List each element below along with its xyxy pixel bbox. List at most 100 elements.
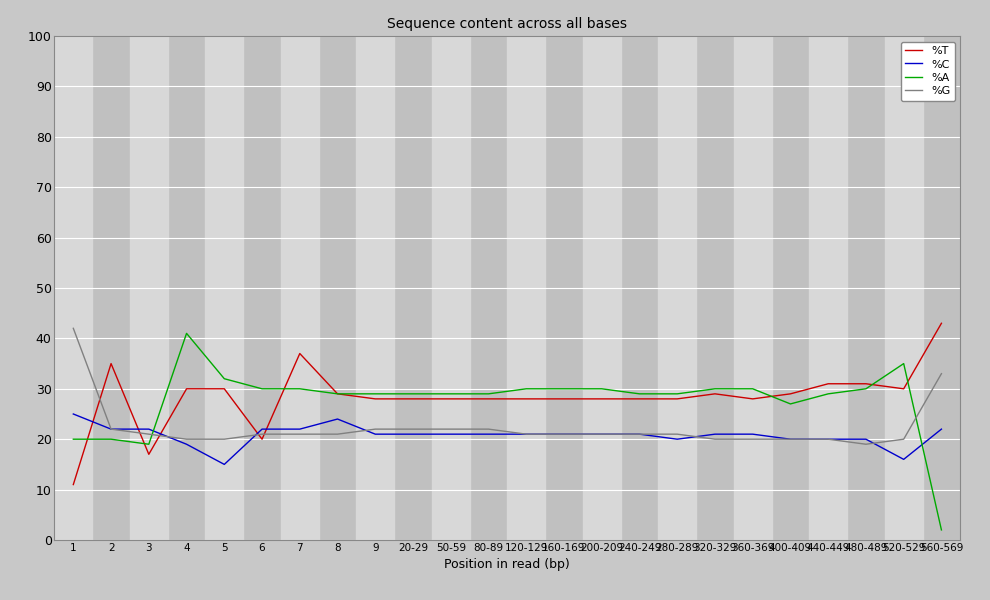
%T xyxy=(521,395,533,403)
Bar xyxy=(356,36,394,540)
%A xyxy=(482,390,494,397)
%A xyxy=(407,390,419,397)
%C xyxy=(898,456,910,463)
%C xyxy=(709,431,721,438)
%A xyxy=(823,390,835,397)
%T xyxy=(784,390,796,397)
%A xyxy=(521,385,533,392)
%T xyxy=(936,320,947,327)
%C xyxy=(860,436,872,443)
%T xyxy=(294,350,306,357)
%A xyxy=(558,385,570,392)
%G xyxy=(294,431,306,438)
%C xyxy=(294,425,306,433)
%G xyxy=(823,436,835,443)
%C xyxy=(332,415,344,422)
%T xyxy=(67,481,79,488)
Bar xyxy=(432,36,469,540)
%G xyxy=(105,425,117,433)
%G xyxy=(784,436,796,443)
Bar xyxy=(206,36,244,540)
%C xyxy=(143,425,154,433)
%C xyxy=(369,431,381,438)
%C xyxy=(671,436,683,443)
X-axis label: Position in read (bp): Position in read (bp) xyxy=(445,559,570,571)
%C xyxy=(67,410,79,418)
%C xyxy=(634,431,645,438)
%T xyxy=(634,395,645,403)
Bar xyxy=(583,36,621,540)
%C xyxy=(407,431,419,438)
%T xyxy=(332,390,344,397)
%T xyxy=(671,395,683,403)
%A xyxy=(860,385,872,392)
Bar xyxy=(54,36,92,540)
Line: %G: %G xyxy=(73,328,941,444)
%C xyxy=(596,431,608,438)
%T xyxy=(596,395,608,403)
%A xyxy=(369,390,381,397)
%G xyxy=(558,431,570,438)
Bar xyxy=(809,36,847,540)
%C xyxy=(936,425,947,433)
Bar xyxy=(734,36,771,540)
%T xyxy=(709,390,721,397)
%C xyxy=(784,436,796,443)
%A xyxy=(671,390,683,397)
%A xyxy=(445,390,456,397)
%G xyxy=(482,425,494,433)
%T xyxy=(746,395,758,403)
%G xyxy=(407,425,419,433)
%A xyxy=(294,385,306,392)
%A xyxy=(898,360,910,367)
%A xyxy=(105,436,117,443)
%T xyxy=(898,385,910,392)
%A xyxy=(784,400,796,407)
%C xyxy=(105,425,117,433)
%C xyxy=(180,440,192,448)
%T xyxy=(860,380,872,388)
%G xyxy=(143,431,154,438)
%G xyxy=(709,436,721,443)
%C xyxy=(823,436,835,443)
Title: Sequence content across all bases: Sequence content across all bases xyxy=(387,17,628,31)
%A xyxy=(143,440,154,448)
%T xyxy=(823,380,835,388)
%T xyxy=(219,385,231,392)
%C xyxy=(558,431,570,438)
%T xyxy=(445,395,456,403)
%T xyxy=(256,436,268,443)
%T xyxy=(143,451,154,458)
%A xyxy=(596,385,608,392)
%A xyxy=(332,390,344,397)
Line: %A: %A xyxy=(73,334,941,530)
%A xyxy=(634,390,645,397)
%A xyxy=(936,526,947,533)
%G xyxy=(521,431,533,438)
%C xyxy=(256,425,268,433)
Bar xyxy=(130,36,167,540)
Bar xyxy=(885,36,923,540)
%G xyxy=(746,436,758,443)
%C xyxy=(746,431,758,438)
%G xyxy=(369,425,381,433)
%T xyxy=(482,395,494,403)
%T xyxy=(407,395,419,403)
%A xyxy=(256,385,268,392)
%G xyxy=(67,325,79,332)
%T xyxy=(180,385,192,392)
%C xyxy=(445,431,456,438)
Bar xyxy=(658,36,696,540)
%G xyxy=(596,431,608,438)
%G xyxy=(219,436,231,443)
%G xyxy=(936,370,947,377)
%A xyxy=(746,385,758,392)
Bar xyxy=(281,36,319,540)
Line: %T: %T xyxy=(73,323,941,485)
Line: %C: %C xyxy=(73,414,941,464)
%C xyxy=(219,461,231,468)
%T xyxy=(105,360,117,367)
%G xyxy=(671,431,683,438)
%G xyxy=(445,425,456,433)
Bar xyxy=(507,36,545,540)
